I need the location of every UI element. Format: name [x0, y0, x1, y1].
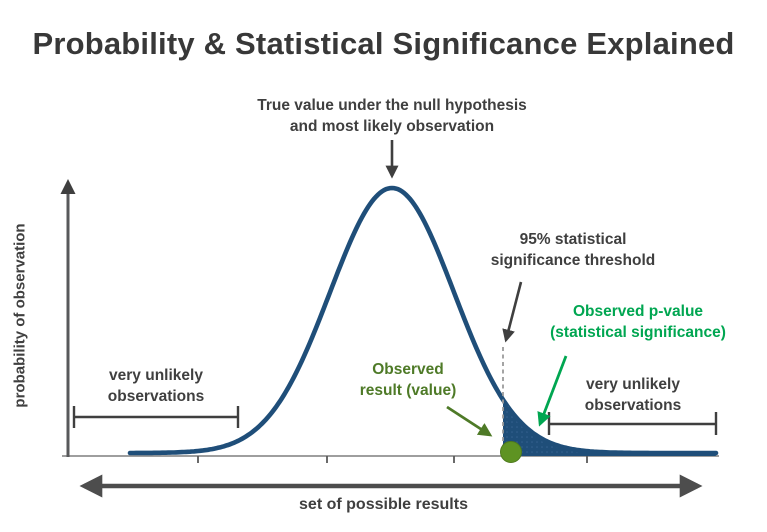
p-value-label: Observed p-value (statistical significan…: [550, 301, 726, 343]
y-axis-label: probability of observation: [11, 223, 29, 408]
p-value-label-line1: Observed p-value: [572, 303, 704, 320]
threshold-label-line2: significance threshold: [490, 252, 656, 269]
x-axis-label: set of possible results: [299, 496, 468, 513]
p-value-arrow: [537, 355, 568, 427]
observed-result-label: Observed result (value): [360, 359, 456, 401]
threshold-label-line1: 95% statistical: [519, 231, 627, 248]
right-unlikely-label-line1: very unlikely: [586, 376, 680, 393]
left-unlikely-label-line1: very unlikely: [109, 367, 203, 384]
observed-result-arrow: [446, 405, 493, 437]
normal-distribution-curve: [127, 185, 719, 456]
observed-result-label-line2: result (value): [359, 382, 457, 399]
left-unlikely-label: very unlikely observations: [108, 365, 204, 407]
p-value-label-line2: (statistical significance): [550, 324, 726, 341]
left-unlikely-bracket: [72, 406, 240, 428]
right-unlikely-label: very unlikely observations: [585, 374, 681, 416]
observed-result-label-line1: Observed: [372, 361, 444, 378]
figure-title: Probability & Statistical Significance E…: [32, 26, 735, 61]
left-unlikely-label-line2: observations: [107, 388, 205, 405]
p-value-shaded-tail: [503, 399, 716, 456]
threshold-label: 95% statistical significance threshold: [491, 229, 656, 271]
baseline-ticks: [197, 456, 588, 463]
null-hypothesis-label-line1: True value under the null hypothesis: [257, 97, 527, 114]
threshold-arrow: [502, 281, 523, 343]
null-hypothesis-label: True value under the null hypothesis and…: [257, 95, 527, 137]
observed-result-dot: [500, 441, 522, 463]
null-hypothesis-label-line2: and most likely observation: [289, 118, 495, 135]
right-unlikely-label-line2: observations: [584, 397, 682, 414]
